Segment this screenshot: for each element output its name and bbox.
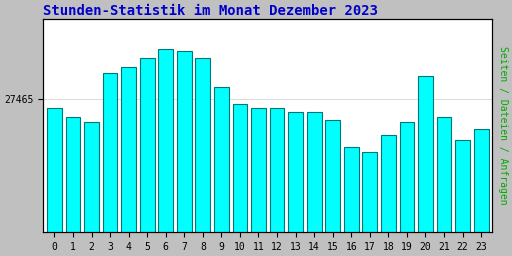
Bar (437, 117, 452, 256)
Bar (121, 67, 136, 256)
Text: Stunden-Statistik im Monat Dezember 2023: Stunden-Statistik im Monat Dezember 2023 (43, 4, 378, 18)
Bar (381, 135, 396, 256)
Bar (232, 104, 247, 256)
Bar (288, 112, 303, 256)
Bar (344, 147, 359, 256)
Bar (140, 58, 155, 256)
Bar (84, 122, 99, 256)
Bar (214, 87, 229, 256)
Bar (270, 108, 285, 256)
Bar (455, 140, 470, 256)
Bar (251, 108, 266, 256)
Bar (474, 129, 488, 256)
Bar (418, 76, 433, 256)
Bar (47, 108, 62, 256)
Bar (196, 58, 210, 256)
Bar (362, 152, 377, 256)
Y-axis label: Seiten / Dateien / Anfragen: Seiten / Dateien / Anfragen (498, 46, 508, 205)
Bar (158, 49, 173, 256)
Bar (399, 122, 414, 256)
Bar (325, 120, 340, 256)
Bar (307, 112, 322, 256)
Bar (177, 51, 191, 256)
Bar (102, 72, 117, 256)
Bar (66, 117, 80, 256)
